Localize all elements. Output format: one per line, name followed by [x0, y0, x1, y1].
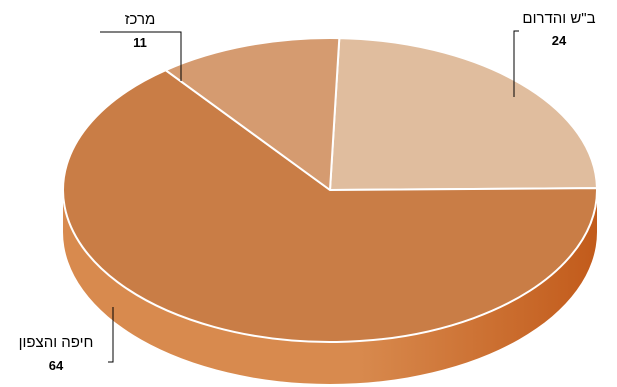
leader-line-center [100, 31, 182, 81]
slice-label-center: מרכז [125, 11, 156, 28]
slice-value-north: 64 [49, 358, 64, 373]
leader-line-north [108, 307, 114, 363]
pie-slice-north [62, 69, 598, 343]
pie-slice-south [329, 37, 598, 191]
slice-label-north: חיפה והצפון [19, 334, 94, 351]
slice-value-center: 11 [133, 35, 147, 50]
slice-value-south: 24 [552, 33, 567, 48]
pie-slice-center [164, 37, 341, 191]
pie-side-wall [63, 190, 597, 384]
slice-label-south: ב"ש והדרום [522, 10, 595, 27]
leader-line-south [513, 30, 519, 97]
